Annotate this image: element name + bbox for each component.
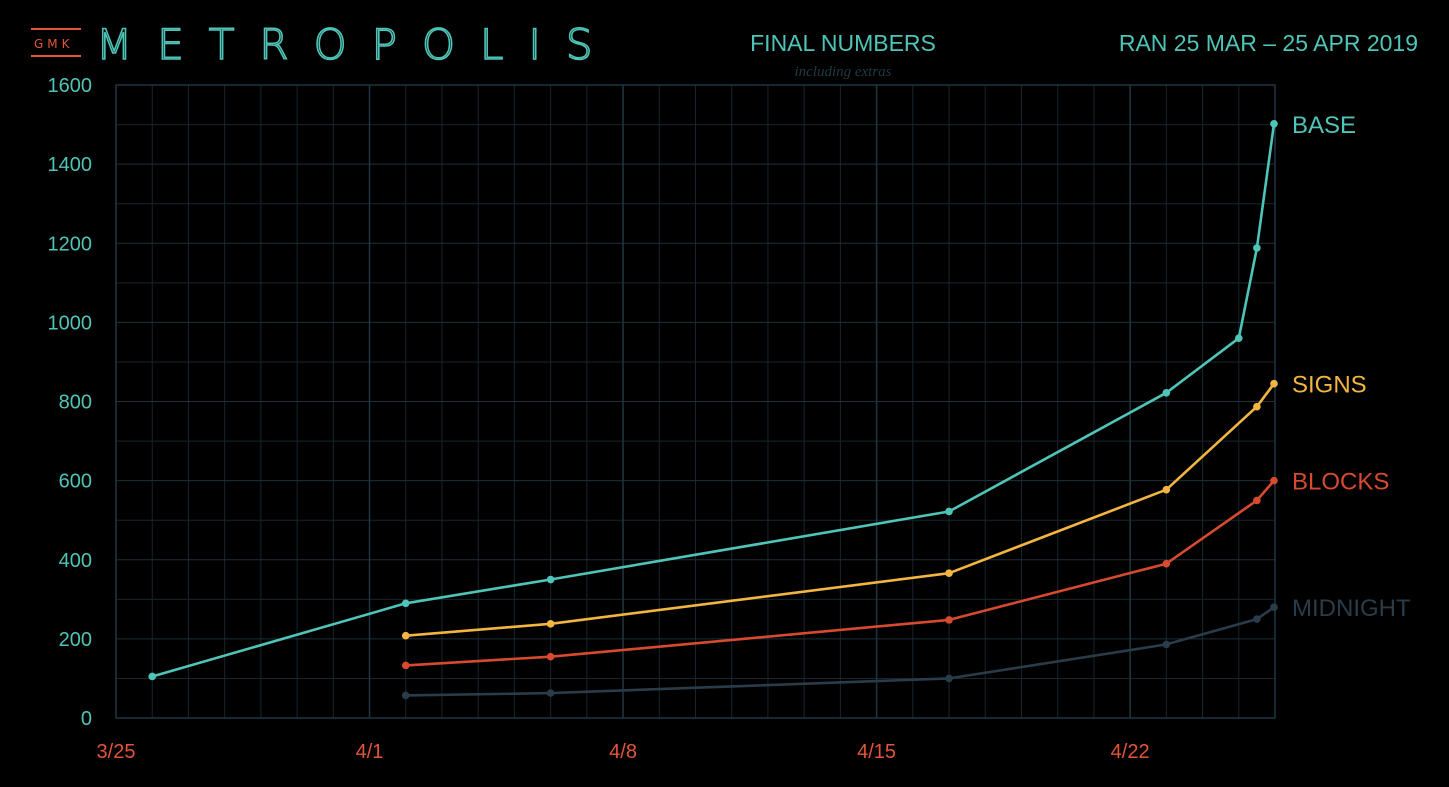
data-point-blocks <box>1253 496 1261 505</box>
data-point-midnight <box>1270 603 1278 612</box>
data-point-midnight <box>945 674 953 683</box>
data-point-base <box>1162 388 1171 397</box>
y-tick-label: 1400 <box>48 154 93 176</box>
data-point-base <box>546 575 555 584</box>
series <box>148 119 1278 700</box>
chart-subtitle: including extras <box>794 64 891 80</box>
x-tick-label: 4/8 <box>609 741 637 763</box>
grid <box>116 85 1275 718</box>
x-tick-label: 4/15 <box>857 741 896 763</box>
data-point-blocks <box>546 652 555 661</box>
y-tick-label: 600 <box>59 471 92 493</box>
data-point-signs <box>1253 402 1261 411</box>
data-point-blocks <box>401 661 410 670</box>
y-tick-label: 0 <box>81 708 92 730</box>
series-label-blocks: BLOCKS <box>1292 469 1389 496</box>
data-point-signs <box>401 631 410 640</box>
data-point-midnight <box>546 689 555 697</box>
data-point-signs <box>1162 485 1171 494</box>
data-point-blocks <box>1162 559 1171 568</box>
series-labels: BASE SIGNS BLOCKS MIDNIGHT <box>1292 112 1411 622</box>
data-point-base <box>1253 244 1261 252</box>
data-point-base <box>1270 119 1278 128</box>
y-tick-label: 200 <box>59 629 92 651</box>
data-point-signs <box>1270 379 1278 388</box>
y-tick-label: 1200 <box>48 233 93 255</box>
data-point-midnight <box>401 691 410 700</box>
series-label-base: BASE <box>1292 112 1356 139</box>
x-tick-label: 3/25 <box>97 741 136 763</box>
data-point-base <box>401 599 410 608</box>
brand-name: METROPOLIS <box>96 20 618 69</box>
data-point-base <box>148 672 157 681</box>
data-point-base <box>945 507 953 516</box>
y-axis-ticks: 0 200 400 600 800 1000 1200 1400 1600 <box>48 75 93 730</box>
series-label-signs: SIGNS <box>1292 372 1367 399</box>
y-tick-label: 1000 <box>48 312 93 334</box>
plot-frame <box>115 84 1276 719</box>
x-tick-label: 4/1 <box>356 741 384 763</box>
axes <box>115 84 1276 719</box>
x-tick-label: 4/22 <box>1111 741 1150 763</box>
brand-prefix: GMK <box>34 37 74 51</box>
data-point-blocks <box>945 616 953 624</box>
run-dates: RAN 25 MAR – 25 APR 2019 <box>1119 30 1418 56</box>
y-tick-label: 800 <box>59 392 92 414</box>
data-point-base <box>1234 334 1243 343</box>
y-tick-label: 400 <box>59 550 92 572</box>
series-line-signs <box>405 382 1276 637</box>
data-point-midnight <box>1162 640 1171 649</box>
chart-title: FINAL NUMBERS <box>750 30 936 56</box>
series-line-blocks <box>405 479 1275 667</box>
series-line-base <box>151 123 1276 678</box>
y-tick-label: 1600 <box>48 75 93 97</box>
brand-logo: GMK METROPOLIS <box>31 19 618 70</box>
x-axis-ticks: 3/25 4/1 4/8 4/15 4/22 <box>97 741 1150 763</box>
data-point-signs <box>546 620 555 628</box>
series-label-midnight: MIDNIGHT <box>1292 595 1411 622</box>
data-point-signs <box>945 569 953 578</box>
data-point-midnight <box>1253 615 1261 623</box>
data-point-blocks <box>1270 476 1278 485</box>
